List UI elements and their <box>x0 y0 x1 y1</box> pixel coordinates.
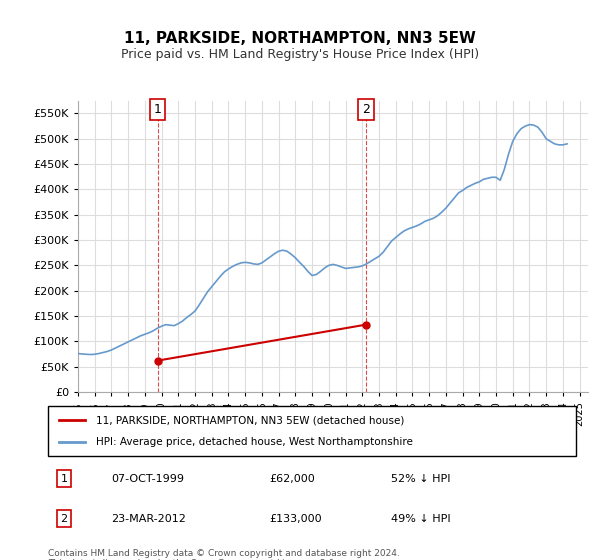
Text: 07-OCT-1999: 07-OCT-1999 <box>112 474 184 484</box>
Text: £62,000: £62,000 <box>270 474 316 484</box>
Text: 1: 1 <box>154 103 161 116</box>
Text: 2: 2 <box>362 103 370 116</box>
Text: Price paid vs. HM Land Registry's House Price Index (HPI): Price paid vs. HM Land Registry's House … <box>121 48 479 60</box>
Text: £133,000: £133,000 <box>270 514 322 524</box>
Text: 11, PARKSIDE, NORTHAMPTON, NN3 5EW (detached house): 11, PARKSIDE, NORTHAMPTON, NN3 5EW (deta… <box>95 415 404 425</box>
Text: Contains HM Land Registry data © Crown copyright and database right 2024.
This d: Contains HM Land Registry data © Crown c… <box>48 549 400 560</box>
Text: 11, PARKSIDE, NORTHAMPTON, NN3 5EW: 11, PARKSIDE, NORTHAMPTON, NN3 5EW <box>124 31 476 46</box>
Text: 49% ↓ HPI: 49% ↓ HPI <box>391 514 451 524</box>
Text: HPI: Average price, detached house, West Northamptonshire: HPI: Average price, detached house, West… <box>95 437 412 447</box>
FancyBboxPatch shape <box>48 406 576 456</box>
Text: 52% ↓ HPI: 52% ↓ HPI <box>391 474 451 484</box>
Text: 23-MAR-2012: 23-MAR-2012 <box>112 514 186 524</box>
Text: 2: 2 <box>60 514 67 524</box>
Text: 1: 1 <box>61 474 67 484</box>
